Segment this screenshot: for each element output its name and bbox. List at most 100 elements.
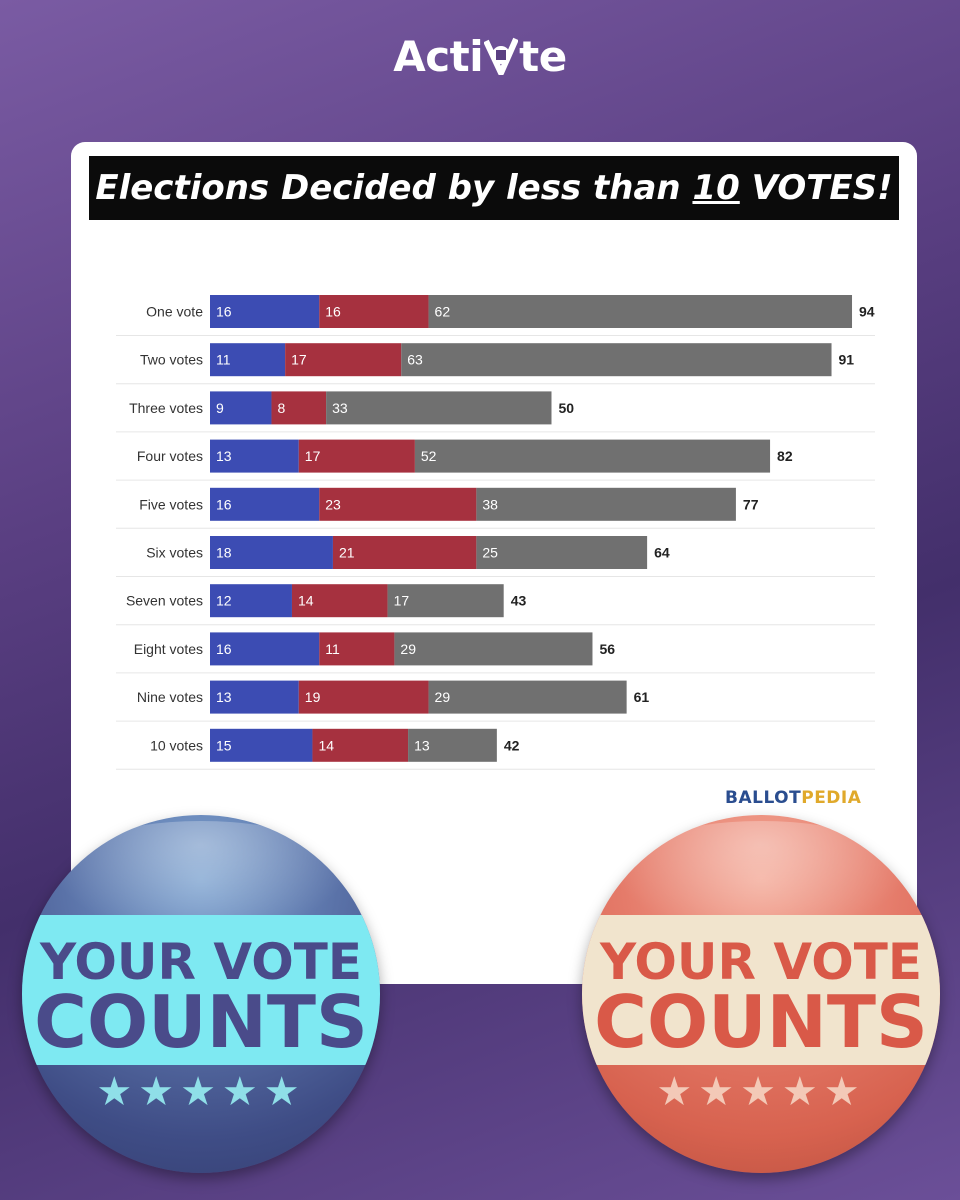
stars-icon: ★★★★★ <box>96 1070 306 1114</box>
segment-value-label: 17 <box>305 448 321 464</box>
category-label: Eight votes <box>134 641 203 657</box>
total-value-label: 77 <box>743 496 759 512</box>
segment-value-label: 29 <box>400 641 416 657</box>
total-value-label: 94 <box>859 304 875 320</box>
title-post: VOTES! <box>739 168 893 208</box>
bar-segment <box>210 439 299 473</box>
bar-segment <box>210 632 320 666</box>
segment-value-label: 17 <box>394 593 410 609</box>
button-line1: YOUR VOTE <box>599 933 923 991</box>
bar-segment <box>394 632 593 666</box>
stacked-bar-chart: One vote 16 16 62 94 Two votes 11 17 63 91 Three v… <box>116 295 875 770</box>
category-label: 10 votes <box>150 737 203 753</box>
segment-value-label: 17 <box>291 352 307 368</box>
bar-segment <box>414 439 771 473</box>
bar-segment <box>476 536 648 569</box>
bar-segment <box>326 391 552 425</box>
total-value-label: 82 <box>777 448 793 464</box>
segment-value-label: 14 <box>318 737 334 753</box>
category-label: Four votes <box>137 448 203 464</box>
category-label: One vote <box>146 304 203 320</box>
bar-segment <box>332 536 477 569</box>
category-label: Five votes <box>139 496 203 512</box>
source-pedia: PEDIA <box>801 788 862 808</box>
bar-segment <box>291 584 388 618</box>
logo-text-right: te <box>519 32 567 81</box>
stars-icon: ★★★★★ <box>656 1070 866 1114</box>
bar-segment <box>387 584 504 618</box>
total-value-label: 91 <box>839 352 855 368</box>
segment-value-label: 19 <box>305 689 321 705</box>
your-vote-counts-blue-button: YOUR VOTE COUNTS ★★★★★ <box>22 815 380 1173</box>
segment-value-label: 33 <box>332 400 348 416</box>
segment-value-label: 18 <box>216 545 232 561</box>
title-number: 10 <box>692 168 740 208</box>
bar-segment <box>210 487 320 521</box>
bar-segment <box>476 487 736 521</box>
activote-logo: Acti te <box>0 32 960 81</box>
bar-segment <box>210 584 292 618</box>
category-label: Seven votes <box>126 593 203 609</box>
button-band <box>22 915 380 1065</box>
segment-value-label: 11 <box>216 352 231 368</box>
title-pre: Elections Decided by less than <box>95 168 693 208</box>
total-value-label: 50 <box>559 400 575 416</box>
bar-segment <box>428 680 627 714</box>
ballot-box-v-icon <box>484 37 519 75</box>
segment-value-label: 52 <box>421 448 437 464</box>
bar-segment <box>319 632 395 666</box>
bar-segment <box>210 680 299 714</box>
bar-segment <box>298 439 415 473</box>
segment-value-label: 63 <box>407 352 423 368</box>
bar-segment <box>285 343 402 377</box>
total-value-label: 42 <box>504 737 520 753</box>
segment-value-label: 21 <box>339 545 355 561</box>
source-ballot: BALLOT <box>725 788 802 808</box>
segment-value-label: 29 <box>435 689 451 705</box>
segment-value-label: 16 <box>216 641 232 657</box>
segment-value-label: 12 <box>216 593 232 609</box>
chart-title-banner: Elections Decided by less than 10 VOTES! <box>89 156 899 220</box>
segment-value-label: 13 <box>216 448 232 464</box>
bar-segment <box>319 295 429 328</box>
segment-value-label: 9 <box>216 400 224 416</box>
bar-segment <box>319 487 477 521</box>
bar-segment <box>408 728 497 762</box>
total-value-label: 43 <box>511 593 527 609</box>
button-line2: COUNTS <box>594 980 928 1064</box>
segment-value-label: 38 <box>482 496 498 512</box>
logo-text-left: Acti <box>393 32 484 81</box>
bar-segment <box>298 680 429 714</box>
category-label: Six votes <box>146 545 203 561</box>
button-band <box>582 915 940 1065</box>
segment-value-label: 13 <box>414 737 430 753</box>
segment-value-label: 13 <box>216 689 232 705</box>
bar-segment <box>210 343 286 377</box>
bar-segment <box>210 391 272 425</box>
total-value-label: 56 <box>599 641 615 657</box>
segment-value-label: 25 <box>482 545 498 561</box>
ballotpedia-source-logo: BALLOTPEDIA <box>725 788 861 808</box>
bar-segment <box>210 728 313 762</box>
total-value-label: 64 <box>654 545 670 561</box>
bar-segment <box>401 343 832 377</box>
bar-segment <box>210 536 333 569</box>
segment-value-label: 15 <box>216 737 232 753</box>
segment-value-label: 16 <box>216 304 232 320</box>
bar-segment <box>312 728 409 762</box>
segment-value-label: 16 <box>325 304 341 320</box>
segment-value-label: 14 <box>298 593 314 609</box>
category-label: Three votes <box>129 400 203 416</box>
segment-value-label: 16 <box>216 496 232 512</box>
button-line1: YOUR VOTE <box>39 933 363 991</box>
segment-value-label: 11 <box>325 641 340 657</box>
category-label: Nine votes <box>137 689 203 705</box>
bar-segment <box>428 295 853 328</box>
total-value-label: 61 <box>634 689 650 705</box>
bar-segment <box>210 295 320 328</box>
segment-value-label: 8 <box>277 400 285 416</box>
button-line2: COUNTS <box>34 980 368 1064</box>
segment-value-label: 23 <box>325 496 341 512</box>
category-label: Two votes <box>140 352 203 368</box>
segment-value-label: 62 <box>435 304 451 320</box>
